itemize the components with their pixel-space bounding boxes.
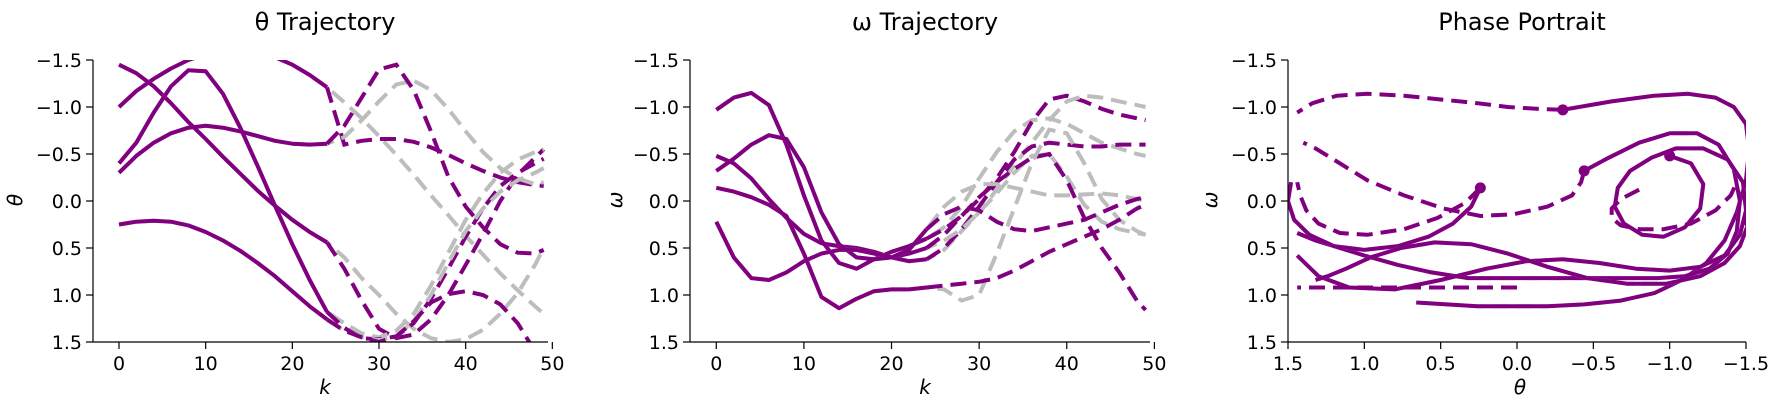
observed-line-1 <box>118 62 329 245</box>
x-tick-label: −1.0 <box>1647 353 1693 375</box>
x-tick-label: 40 <box>454 353 478 375</box>
start-point-2 <box>1664 150 1676 162</box>
y-tick-label: 0.0 <box>52 191 82 213</box>
y-axis-label: ω <box>603 192 627 209</box>
x-tick-label: 10 <box>792 353 816 375</box>
x-tick-label: 0 <box>113 353 125 375</box>
observed-line-3 <box>714 220 929 282</box>
x-tick-label: 0 <box>710 353 722 375</box>
series-group <box>117 60 546 342</box>
y-tick-label: 0.5 <box>52 238 82 260</box>
reference-line-2 <box>117 68 545 340</box>
y-tick-label: −1.0 <box>633 97 679 119</box>
x-tick-label: 20 <box>879 353 903 375</box>
y-tick-label: −1.0 <box>36 97 82 119</box>
y-tick-label: 1.0 <box>649 285 679 307</box>
x-axis-label: k <box>319 375 332 399</box>
y-tick-label: 1.5 <box>52 332 82 354</box>
x-tick-label: 1.0 <box>1349 353 1379 375</box>
predicted-line-0 <box>925 93 1147 241</box>
observed-line-3 <box>117 123 328 175</box>
reference-line-2 <box>715 133 1147 262</box>
y-axis-label: ω <box>1198 192 1222 209</box>
x-tick-label: 30 <box>367 353 391 375</box>
panel-title: Phase Portrait <box>1438 8 1606 36</box>
plot-area: −1.5 −1.0 −0.5 0.0 0.5 1.0 1.5 0 10 20 30 40 50 <box>633 50 1167 375</box>
observed-line-4 <box>118 218 329 321</box>
plot-area: −1.5 −1.0 −0.5 0.0 0.5 1.0 1.51.5 1.0 0.5 0.0 −0.5… <box>1231 50 1769 375</box>
y-tick-label: 0.5 <box>649 238 679 260</box>
x-axis-label: θ <box>1514 375 1526 399</box>
predicted-line-4 <box>325 289 532 342</box>
x-tick-label: 40 <box>1055 353 1079 375</box>
x-tick-label: 0.5 <box>1426 353 1456 375</box>
start-point-4 <box>1743 217 1746 227</box>
predicted-line-2 <box>325 156 545 342</box>
panel-title: ω Trajectory <box>852 8 998 36</box>
x-tick-label: −0.5 <box>1570 353 1616 375</box>
series-group <box>714 90 1148 312</box>
panel-phase-portrait: Phase Portrait −1.5−1.0−0.50.00.51.01.51… <box>1198 8 1769 399</box>
y-tick-label: −0.5 <box>1231 144 1277 166</box>
y-tick-label: 0.5 <box>1247 238 1277 260</box>
predicted-line-1 <box>925 140 1146 261</box>
reference-line-1 <box>118 62 546 342</box>
y-tick-label: 0.0 <box>1247 191 1277 213</box>
y-tick-label: 1.0 <box>52 285 82 307</box>
start-point-0 <box>1557 104 1569 116</box>
panel-theta-trajectory: θ Trajectory −1.5 −1.0 −0.5 0.0 0.5 1.0 1.5 0 10… <box>3 8 564 399</box>
observed-line-0 <box>715 90 928 271</box>
start-point-1 <box>1578 165 1590 177</box>
y-tick-label: 1.5 <box>649 332 679 354</box>
x-tick-label: 50 <box>1142 353 1166 375</box>
observed-line-0 <box>117 60 329 109</box>
y-axis-label: θ <box>3 194 27 206</box>
x-tick-label: 30 <box>967 353 991 375</box>
x-tick-label: −1.5 <box>1723 353 1769 375</box>
predicted-orbit-2 <box>1609 181 1739 232</box>
plot-area: −1.5 −1.0 −0.5 0.0 0.5 1.0 1.5 0 10 20 30 40 50 <box>36 50 565 375</box>
predicted-orbit-0 <box>1296 91 1563 115</box>
y-tick-label: −1.5 <box>1231 50 1277 72</box>
x-tick-label: 20 <box>280 353 304 375</box>
y-tick-label: −1.5 <box>36 50 82 72</box>
observed-line-4 <box>715 185 927 311</box>
predicted-line-4 <box>926 202 1147 290</box>
y-tick-label: −1.0 <box>1231 97 1277 119</box>
panel-title: θ Trajectory <box>255 8 396 36</box>
observed-orbit-0 <box>1416 91 1746 309</box>
x-tick-label: 1.5 <box>1273 353 1303 375</box>
predicted-orbit-1 <box>1302 140 1587 219</box>
observed-orbit-1 <box>1296 131 1742 281</box>
predicted-line-2 <box>925 151 1148 312</box>
y-tick-label: 0.0 <box>649 191 679 213</box>
series-group <box>1288 91 1746 309</box>
reference-line-0 <box>117 60 546 316</box>
y-tick-label: −0.5 <box>36 144 82 166</box>
predicted-line-3 <box>925 195 1147 234</box>
y-tick-label: 1.5 <box>1247 332 1277 354</box>
x-tick-label: 10 <box>194 353 218 375</box>
observed-orbit-4 <box>1314 224 1746 286</box>
x-tick-label: 50 <box>540 353 564 375</box>
observed-line-2 <box>117 68 329 313</box>
x-tick-label: 0.0 <box>1502 353 1532 375</box>
x-axis-label: k <box>919 375 932 399</box>
panel-omega-trajectory: ω Trajectory −1.5 −1.0 −0.5 0.0 0.5 1.0 1.5 0 10… <box>603 8 1166 399</box>
predicted-line-3 <box>325 62 545 256</box>
observed-orbit-2 <box>1295 146 1746 292</box>
observed-orbit-3 <box>1288 181 1483 252</box>
predicted-line-1 <box>325 147 546 341</box>
predicted-orbit-3 <box>1295 181 1482 237</box>
y-tick-label: −1.5 <box>633 50 679 72</box>
y-tick-label: −0.5 <box>633 144 679 166</box>
start-point-3 <box>1474 182 1486 194</box>
y-tick-label: 1.0 <box>1247 285 1277 307</box>
